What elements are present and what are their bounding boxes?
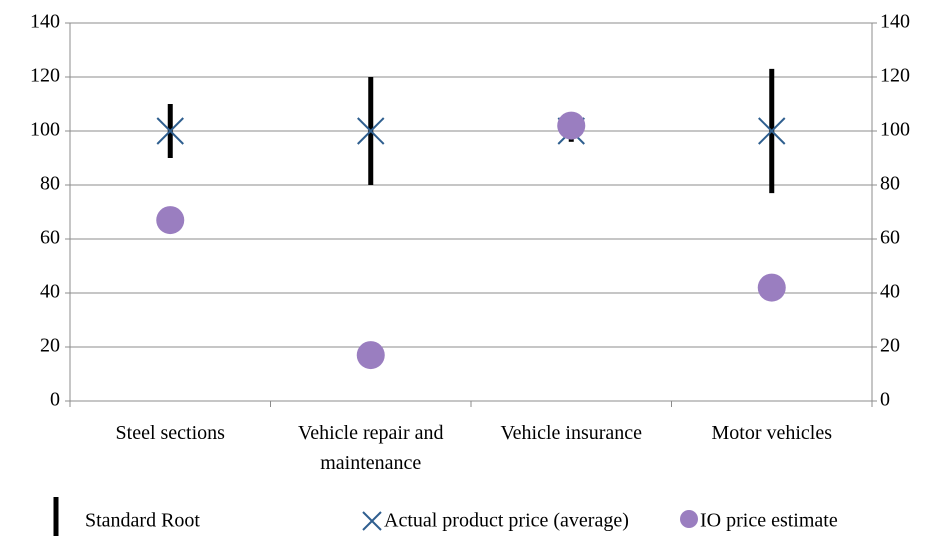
actual-price-marker	[156, 117, 184, 145]
x-tick-label: Motor vehicles	[711, 422, 833, 444]
io-estimate-marker	[156, 206, 185, 235]
y-tick-label: 100	[30, 119, 60, 141]
y-tick-label: 120	[30, 65, 60, 87]
io-estimate-marker	[356, 341, 385, 370]
y2-tick-label: 40	[880, 281, 900, 303]
y-tick-label: 40	[40, 281, 60, 303]
legend-label: IO price estimate	[700, 510, 838, 532]
y2-tick-label: 80	[880, 173, 900, 195]
y2-tick-label: 20	[880, 335, 900, 357]
actual-price-marker	[758, 117, 786, 145]
y2-tick-label: 100	[880, 119, 910, 141]
legend-swatch	[680, 510, 698, 528]
io-estimate-marker	[557, 111, 586, 140]
y-tick-label: 140	[30, 11, 60, 33]
y-tick-label: 80	[40, 173, 60, 195]
legend-label: Actual product price (average)	[384, 510, 629, 532]
y-tick-label: 20	[40, 335, 60, 357]
legend-label: Standard Root	[85, 510, 200, 532]
y2-tick-label: 0	[880, 389, 890, 411]
y2-tick-label: 60	[880, 227, 900, 249]
y-tick-label: 60	[40, 227, 60, 249]
x-tick-label: Steel sections	[115, 422, 225, 444]
io-estimate-marker	[757, 273, 786, 302]
x-tick-label: Vehicle insurance	[500, 422, 643, 444]
y2-tick-label: 140	[880, 11, 910, 33]
actual-price-marker	[357, 117, 385, 145]
y2-tick-label: 120	[880, 65, 910, 87]
x-tick-label: Vehicle repair and maintenance	[298, 422, 444, 474]
y-tick-label: 0	[50, 389, 60, 411]
legend-swatch	[362, 511, 382, 531]
